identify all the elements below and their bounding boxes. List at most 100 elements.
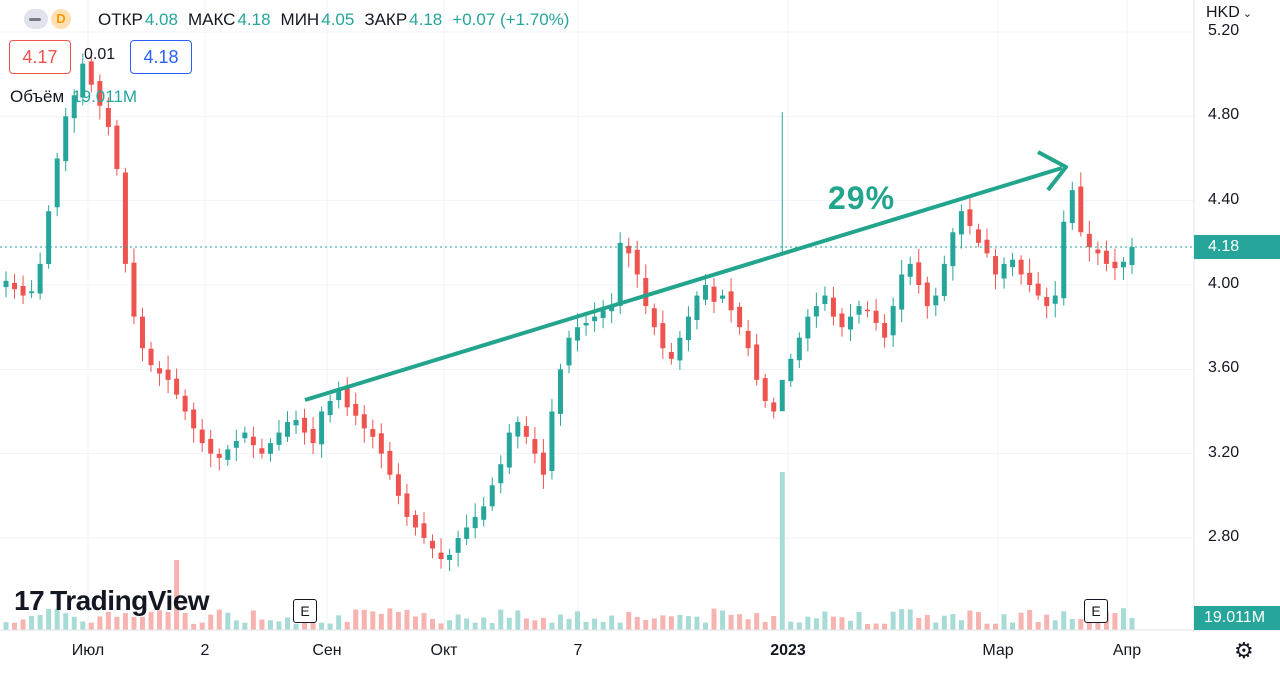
- candle-body: [575, 327, 581, 341]
- candle-body: [583, 322, 589, 326]
- candle-body: [993, 256, 999, 275]
- candle-body: [694, 295, 700, 321]
- volume-bar: [532, 620, 538, 630]
- gear-icon[interactable]: ⚙: [1234, 638, 1254, 663]
- trend-annotation: 29%: [828, 180, 896, 216]
- interval-badge[interactable]: D: [51, 9, 71, 29]
- candle-body: [882, 322, 888, 338]
- volume-bar: [1112, 613, 1118, 630]
- volume-bar: [557, 614, 563, 630]
- candle-body: [779, 379, 785, 412]
- earnings-marker[interactable]: E: [1084, 599, 1108, 623]
- candle-body: [208, 438, 214, 454]
- candle-body: [557, 369, 563, 414]
- volume-bar: [88, 622, 94, 630]
- candle-body: [489, 485, 495, 507]
- volume-bar: [404, 609, 410, 630]
- volume-bar: [822, 611, 828, 630]
- candle-body: [438, 552, 444, 560]
- volume-bar: [157, 610, 163, 630]
- collapse-toggle-icon[interactable]: [24, 9, 48, 29]
- volume-bar: [993, 623, 999, 630]
- chart-grid: [0, 0, 1194, 630]
- volume-bar: [131, 616, 137, 630]
- volume-bar: [1069, 619, 1075, 630]
- candle-body: [660, 323, 666, 349]
- chevron-down-icon: ⌄: [1242, 8, 1252, 20]
- candle-body: [771, 402, 777, 412]
- candle-body: [796, 337, 802, 361]
- candle-body: [387, 450, 393, 475]
- candle-body: [114, 125, 120, 170]
- y-tick-label: 4.00: [1208, 275, 1240, 292]
- volume-bar: [225, 612, 231, 630]
- trendline: [304, 166, 1063, 402]
- volume-tag: 19.011M: [1194, 606, 1280, 630]
- currency-selector[interactable]: HKD ⌄: [1206, 4, 1252, 22]
- candle-body: [71, 95, 77, 119]
- volume-bar: [447, 620, 453, 630]
- candle-body: [293, 419, 299, 426]
- candle-body: [1095, 249, 1101, 254]
- candle-body: [498, 464, 504, 484]
- volume-legend: Объём 19.011M: [10, 87, 137, 107]
- volume-bar: [506, 617, 512, 630]
- volume-bar: [737, 614, 743, 630]
- x-tick-label: Сен: [312, 642, 342, 659]
- candle-body: [46, 211, 52, 265]
- logo-mark: 17: [14, 585, 45, 616]
- candle-body: [370, 429, 376, 437]
- candle-body: [873, 310, 879, 323]
- volume-bar: [762, 622, 768, 630]
- candle-body: [788, 358, 794, 382]
- candle-body: [1044, 297, 1050, 307]
- candle-body: [950, 232, 956, 267]
- volume-bar: [174, 560, 180, 630]
- open-label: ОТКР: [98, 10, 143, 29]
- volume-bar: [1001, 614, 1007, 630]
- volume-bar: [617, 622, 623, 630]
- volume-bar: [839, 617, 845, 630]
- volume-bar: [779, 472, 785, 630]
- candle-body: [805, 316, 811, 339]
- candle-body: [1120, 261, 1126, 268]
- y-tick-label: 4.40: [1208, 190, 1240, 208]
- candle-body: [361, 414, 367, 429]
- volume-bar: [182, 613, 188, 630]
- candle-body: [174, 378, 180, 395]
- sell-button[interactable]: 4.17: [9, 40, 71, 74]
- candle-body: [1086, 233, 1092, 248]
- buy-button[interactable]: 4.18: [130, 40, 192, 74]
- candle-body: [276, 432, 282, 445]
- candle-body: [865, 309, 871, 312]
- volume-bar: [745, 619, 751, 630]
- volume-bar: [361, 609, 367, 630]
- volume-bar: [830, 616, 836, 630]
- candle-body: [455, 538, 461, 553]
- volume-bar: [122, 613, 128, 630]
- candle-body: [1052, 295, 1058, 304]
- volume-bar: [754, 613, 760, 630]
- earnings-marker[interactable]: E: [293, 599, 317, 623]
- volume-bar: [566, 618, 572, 630]
- volume-bar: [1027, 609, 1033, 630]
- candle-body: [813, 306, 819, 317]
- volume-bar: [233, 620, 239, 630]
- volume-bar: [464, 618, 470, 630]
- tradingview-logo[interactable]: 17 TradingView: [14, 585, 210, 617]
- candle-body: [1027, 272, 1033, 285]
- candles: [3, 53, 1135, 572]
- candle-body: [651, 308, 657, 328]
- candle-body: [506, 432, 512, 468]
- candle-body: [353, 403, 359, 416]
- volume-bar: [208, 614, 214, 630]
- candle-body: [97, 81, 103, 106]
- candle-body: [285, 422, 290, 437]
- candle-body: [37, 263, 43, 294]
- candle-body: [907, 263, 913, 277]
- candle-body: [344, 386, 350, 408]
- candle-body: [216, 453, 222, 458]
- volume-bar: [549, 622, 555, 630]
